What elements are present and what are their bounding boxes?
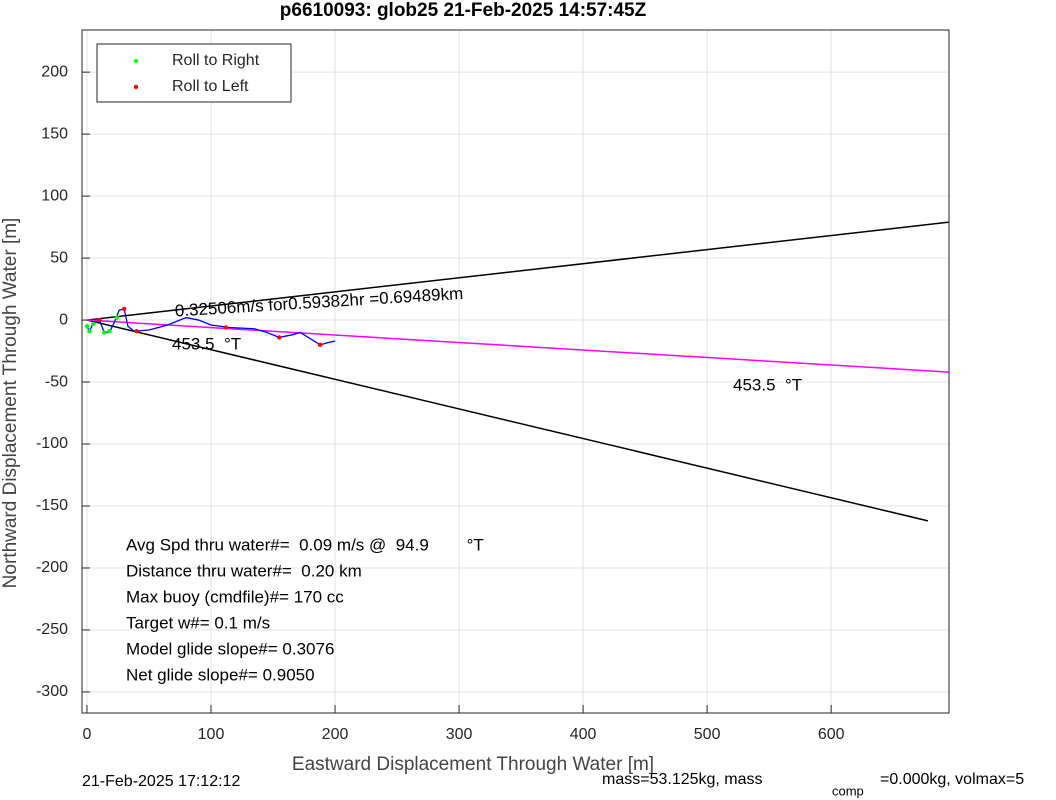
point: [97, 317, 102, 323]
point: [107, 329, 112, 334]
y-tick-label: 50: [50, 249, 68, 266]
y-tick-label: -150: [36, 497, 68, 514]
point: [114, 315, 119, 320]
legend-marker: [133, 58, 139, 64]
reference-line: [86, 319, 950, 373]
x-tick-label: 0: [83, 726, 92, 743]
point: [223, 325, 229, 330]
stat-line: Distance thru water#= 0.20 km: [126, 561, 362, 580]
y-axis-label: Northward Displacement Through Water [m]: [0, 218, 21, 589]
annotation: 453.5 °T: [733, 375, 802, 394]
plot-area: [82, 30, 949, 713]
footer-text: comp: [832, 783, 864, 798]
legend-box: [96, 43, 292, 103]
y-tick-label: 200: [41, 63, 68, 80]
x-axis-label: Eastward Displacement Through Water [m]: [292, 754, 654, 775]
x-tick-label: 600: [818, 726, 845, 743]
legend-label: Roll to Left: [172, 78, 249, 95]
y-tick-label: -300: [36, 683, 68, 700]
y-tick-label: -250: [36, 621, 68, 638]
x-tick-label: 500: [694, 726, 721, 743]
y-tick-label: -100: [36, 435, 68, 452]
stat-line: Target w#= 0.1 m/s: [126, 613, 270, 632]
footer-text: =0.000kg, volmax=5: [880, 771, 1024, 788]
point: [277, 335, 282, 340]
y-tick-label: 100: [41, 187, 68, 204]
y-tick-label: -50: [45, 373, 68, 390]
y-tick-label: 0: [59, 311, 68, 328]
x-tick-label: 300: [446, 726, 473, 743]
annotation: 453.5 °T: [172, 334, 241, 353]
reference-line: [86, 319, 929, 522]
point: [87, 329, 92, 334]
point: [317, 342, 323, 348]
chart-title: p6610093: glob25 21-Feb-2025 14:57:45Z: [280, 0, 647, 21]
point: [90, 321, 96, 326]
reference-line: [86, 221, 950, 321]
stat-line: Max buoy (cmdfile)#= 170 cc: [126, 587, 344, 606]
point: [84, 324, 90, 329]
plot-frame: [81, 29, 950, 714]
y-tick-label: -200: [36, 559, 68, 576]
point: [102, 330, 107, 335]
x-tick-label: 200: [322, 726, 349, 743]
stat-line: Model glide slope#= 0.3076: [126, 639, 334, 658]
legend-label: Roll to Right: [172, 52, 260, 69]
stat-line: Avg Spd thru water#= 0.09 m/s @ 94.9 °T: [126, 535, 484, 554]
point: [121, 306, 127, 312]
x-tick-label: 100: [198, 726, 225, 743]
x-tick-label: 400: [570, 726, 597, 743]
legend-marker: [133, 84, 139, 90]
footer-text: 21-Feb-2025 17:12:12: [82, 773, 240, 790]
stat-line: Net glide slope#= 0.9050: [126, 665, 315, 684]
point: [134, 329, 139, 334]
y-tick-label: 150: [41, 125, 68, 142]
footer-text: mass=53.125kg, mass: [602, 771, 763, 788]
